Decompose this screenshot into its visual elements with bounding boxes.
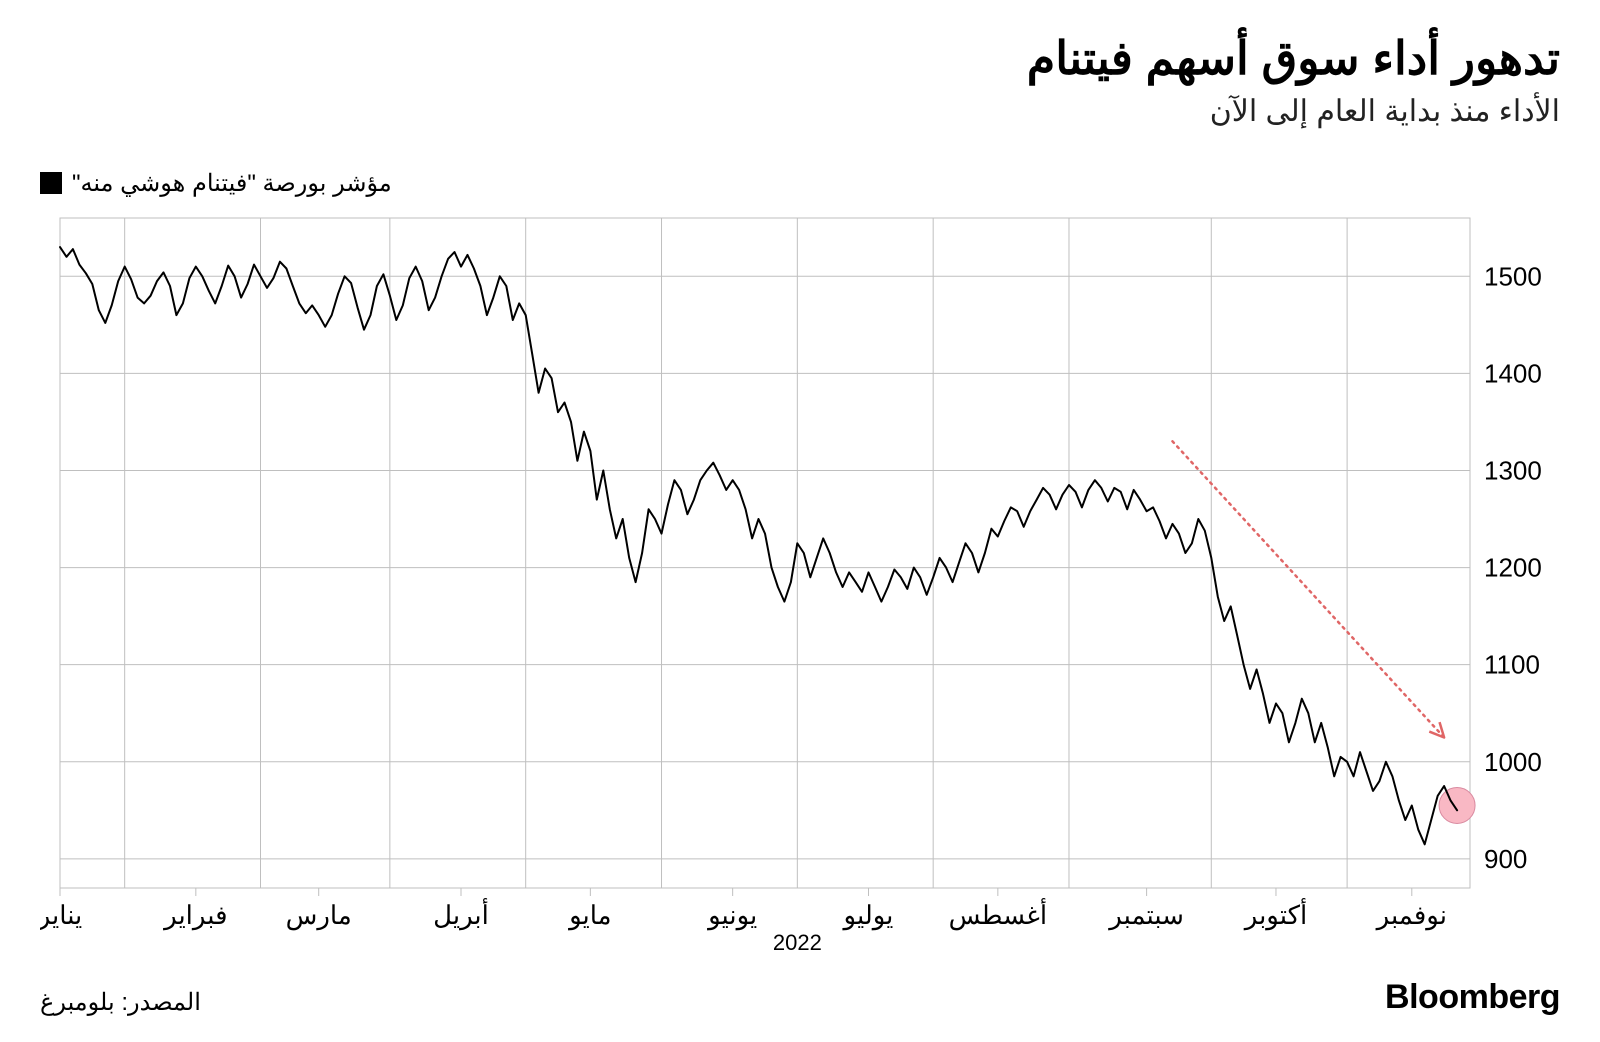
legend: مؤشر بورصة "فيتنام هوشي منه" xyxy=(40,169,1560,198)
svg-text:1100: 1100 xyxy=(1484,649,1540,679)
chart-subtitle: الأداء منذ بداية العام إلى الآن xyxy=(40,94,1560,129)
svg-text:900: 900 xyxy=(1484,843,1527,873)
svg-text:فبراير: فبراير xyxy=(162,900,227,931)
brand-logo: Bloomberg xyxy=(1385,978,1560,1017)
svg-text:1400: 1400 xyxy=(1484,358,1542,388)
svg-text:يوليو: يوليو xyxy=(842,900,894,931)
svg-text:نوفمبر: نوفمبر xyxy=(1375,900,1447,931)
svg-text:مارس: مارس xyxy=(286,900,352,931)
svg-text:سبتمبر: سبتمبر xyxy=(1107,900,1184,931)
svg-text:أبريل: أبريل xyxy=(433,897,489,931)
svg-text:1200: 1200 xyxy=(1484,552,1542,582)
chart-area: 900 1000 1100 1200 1300 1400 1500 يناير فبراير ما… xyxy=(40,208,1560,968)
source-label: المصدر: بلومبرغ xyxy=(40,988,201,1017)
svg-text:يناير: يناير xyxy=(40,900,82,931)
svg-text:2022: 2022 xyxy=(773,930,822,955)
svg-text:أغسطس: أغسطس xyxy=(949,897,1048,931)
svg-text:1500: 1500 xyxy=(1484,261,1542,291)
chart-title: تدهور أداء سوق أسهم فيتنام xyxy=(40,30,1560,88)
svg-text:أكتوبر: أكتوبر xyxy=(1243,897,1307,931)
svg-text:مايو: مايو xyxy=(567,900,612,931)
svg-text:1300: 1300 xyxy=(1484,455,1542,485)
svg-text:يونيو: يونيو xyxy=(706,900,757,931)
svg-text:1000: 1000 xyxy=(1484,746,1542,776)
legend-swatch xyxy=(40,172,62,194)
line-chart-svg: 900 1000 1100 1200 1300 1400 1500 يناير فبراير ما… xyxy=(40,208,1560,968)
legend-label: مؤشر بورصة "فيتنام هوشي منه" xyxy=(72,169,392,198)
